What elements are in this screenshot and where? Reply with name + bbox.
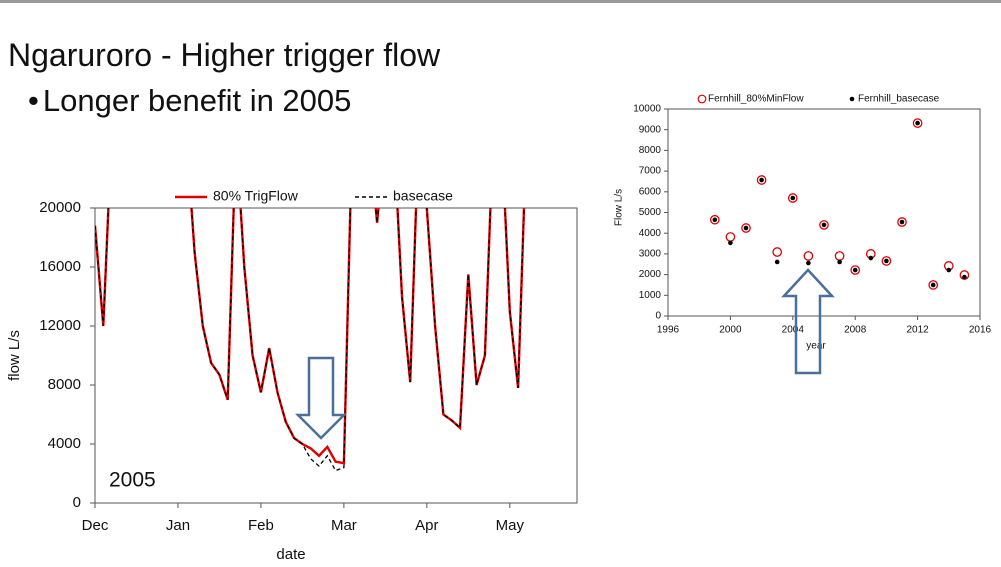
x-tick-label: Feb xyxy=(248,517,274,534)
scatter-point xyxy=(741,223,751,233)
scatter-point xyxy=(759,177,764,183)
x-tick-label: 2004 xyxy=(782,325,805,336)
x-tick-label: 2008 xyxy=(844,325,867,336)
x-axis-label: date xyxy=(276,546,305,563)
x-tick-label: 2000 xyxy=(719,325,742,336)
y-axis-label: flow L/s xyxy=(6,330,23,381)
x-tick-label: Jan xyxy=(166,517,190,534)
scatter-point xyxy=(837,259,842,265)
y-tick-label: 20000 xyxy=(39,199,81,216)
scatter-point xyxy=(772,247,783,257)
y-tick-label: 9000 xyxy=(639,124,662,135)
legend-label: 80% TrigFlow xyxy=(213,188,299,204)
y-tick-label: 0 xyxy=(73,494,81,511)
series-line xyxy=(95,208,525,472)
y-tick-label: 1000 xyxy=(639,290,662,301)
scatter-point xyxy=(743,225,749,231)
y-tick-label: 7000 xyxy=(639,166,662,177)
x-tick-label: Apr xyxy=(415,517,438,534)
x-axis-label: year xyxy=(806,341,826,352)
legend-marker xyxy=(697,94,707,104)
legend-label: basecase xyxy=(393,188,453,204)
x-tick-label: 2012 xyxy=(906,325,929,336)
y-tick-label: 0 xyxy=(655,311,661,322)
plot-frame xyxy=(94,207,578,504)
scatter-point xyxy=(912,118,923,128)
scatter-point xyxy=(803,251,814,261)
scatter-point xyxy=(728,240,733,246)
arrow xyxy=(781,268,835,375)
y-tick-label: 8000 xyxy=(639,145,662,156)
scatter-point xyxy=(725,232,736,242)
legend-marker xyxy=(849,96,855,102)
y-tick-label: 4000 xyxy=(639,228,662,239)
x-tick-label: May xyxy=(496,517,525,534)
slide-bullet: Longer benefit in 2005 xyxy=(28,83,352,119)
series-line xyxy=(95,208,526,465)
legend-label: Fernhill_basecase xyxy=(858,94,940,105)
x-tick-label: Mar xyxy=(331,517,357,534)
x-tick-label: 1996 xyxy=(657,325,680,336)
y-tick-label: 10000 xyxy=(633,104,661,115)
y-tick-label: 5000 xyxy=(639,207,662,218)
scatter-point xyxy=(928,280,939,290)
y-tick-label: 12000 xyxy=(39,317,81,334)
scatter-point xyxy=(787,193,798,203)
scatter-point xyxy=(756,175,767,185)
scatter-point xyxy=(930,282,936,288)
scatter-point xyxy=(709,214,720,225)
scatter-point xyxy=(881,256,892,266)
slide-title: Ngaruroro - Higher trigger flow xyxy=(8,37,441,73)
y-tick-label: 2000 xyxy=(639,269,662,280)
scatter-point xyxy=(915,120,920,126)
scatter-point xyxy=(852,267,858,273)
scatter-point xyxy=(712,217,718,223)
y-tick-label: 4000 xyxy=(48,435,81,452)
y-tick-label: 8000 xyxy=(48,376,81,393)
annotation: 2005 xyxy=(109,469,156,492)
x-tick-label: Dec xyxy=(82,517,109,534)
scatter-point xyxy=(819,220,829,230)
scatter-point xyxy=(790,195,796,201)
y-tick-label: 3000 xyxy=(639,249,662,260)
scatter-point xyxy=(821,222,827,228)
legend-label: Fernhill_80%MinFlow xyxy=(708,94,804,105)
plot-area xyxy=(95,208,526,472)
scatter-point xyxy=(962,274,967,280)
arrow xyxy=(294,356,348,440)
y-axis-label: Flow L/s xyxy=(614,189,625,226)
scatter-point xyxy=(868,255,874,261)
scatter-point xyxy=(946,267,952,273)
scatter-point xyxy=(834,251,845,261)
scatter-point xyxy=(850,265,861,275)
scatter-point xyxy=(806,260,811,266)
scatter-point xyxy=(884,258,889,264)
scatter-point xyxy=(897,217,907,227)
x-tick-label: 2016 xyxy=(969,325,992,336)
scatter-point xyxy=(899,219,905,225)
y-tick-label: 16000 xyxy=(39,258,81,275)
y-tick-label: 6000 xyxy=(639,186,662,197)
scatter-point xyxy=(774,259,780,265)
